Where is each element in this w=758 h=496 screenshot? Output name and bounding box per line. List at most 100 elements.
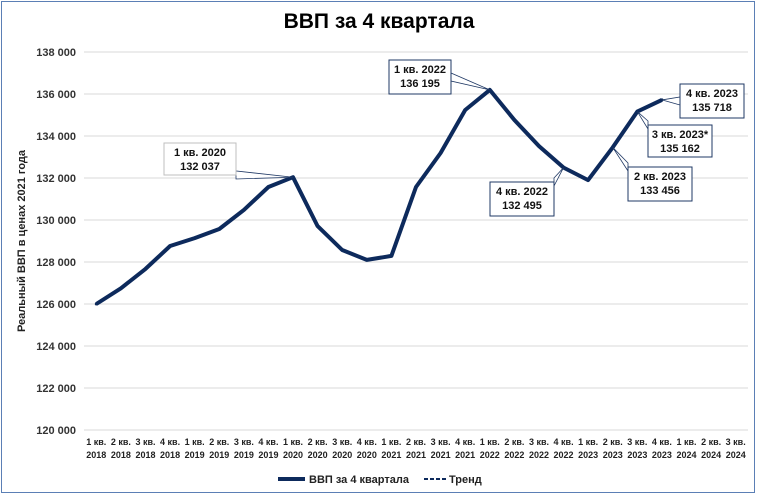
y-tick-label: 130 000 xyxy=(36,215,76,227)
y-axis-label: Реальный ВВП в ценах 2021 года xyxy=(16,149,28,332)
x-tick-label-quarter: 4 кв. xyxy=(357,437,377,447)
x-tick-label-year: 2023 xyxy=(578,450,598,460)
y-tick-label: 120 000 xyxy=(36,425,76,437)
callout-box xyxy=(163,142,237,176)
callout-pointer xyxy=(612,147,629,173)
data-point xyxy=(586,178,590,182)
data-point xyxy=(512,118,516,122)
legend-label-trend: Тренд xyxy=(449,474,482,486)
x-tick-label-year: 2024 xyxy=(677,450,697,460)
x-tick-label-year: 2018 xyxy=(160,450,180,460)
data-point xyxy=(389,254,393,258)
x-tick-label-quarter: 1 кв. xyxy=(480,437,500,447)
x-tick-label-year: 2018 xyxy=(135,450,155,460)
y-tick-label: 132 000 xyxy=(36,173,76,185)
x-tick-label-quarter: 3 кв. xyxy=(135,437,155,447)
x-tick-label-year: 2024 xyxy=(701,450,721,460)
x-tick-label-quarter: 1 кв. xyxy=(578,437,598,447)
callout-pointer xyxy=(661,96,681,106)
data-point xyxy=(537,144,541,148)
x-tick-label-quarter: 3 кв. xyxy=(726,437,746,447)
x-tick-label-year: 2022 xyxy=(529,450,549,460)
x-tick-label-quarter: 2 кв. xyxy=(701,437,721,447)
x-tick-label-quarter: 3 кв. xyxy=(529,437,549,447)
callout-label: 1 кв. 2020 xyxy=(174,147,226,159)
y-tick-label: 126 000 xyxy=(36,299,76,311)
callout-label: 1 кв. 2022 xyxy=(394,64,446,76)
series-line-gdp xyxy=(95,87,663,306)
y-tick-label: 128 000 xyxy=(36,257,76,269)
chart-title: ВВП за 4 квартала xyxy=(283,10,475,33)
x-tick-label-quarter: 3 кв. xyxy=(431,437,451,447)
x-tick-label-quarter: 4 кв. xyxy=(160,437,180,447)
data-point xyxy=(316,224,320,228)
x-tick-label-quarter: 2 кв. xyxy=(111,437,131,447)
callout-value: 135 718 xyxy=(692,102,732,114)
callout-box xyxy=(627,166,693,202)
callout-value: 135 162 xyxy=(660,143,700,155)
x-tick-label-year: 2022 xyxy=(504,450,524,460)
x-tick-label-year: 2022 xyxy=(554,450,574,460)
y-tick-label: 124 000 xyxy=(36,341,76,353)
data-point xyxy=(340,248,344,252)
x-tick-label-year: 2021 xyxy=(406,450,426,460)
data-point xyxy=(193,236,197,240)
x-tick-label-year: 2020 xyxy=(357,450,377,460)
x-tick-label-quarter: 4 кв. xyxy=(652,437,672,447)
callout-box xyxy=(647,124,713,158)
callout-value: 136 195 xyxy=(400,78,440,90)
x-tick-label-quarter: 3 кв. xyxy=(234,437,254,447)
y-tick-label: 138 000 xyxy=(36,47,76,59)
data-point xyxy=(94,302,98,306)
callout-value: 133 456 xyxy=(640,185,680,197)
callout-value: 132 037 xyxy=(180,161,220,173)
x-tick-label-year: 2022 xyxy=(480,450,500,460)
x-tick-label-quarter: 4 кв. xyxy=(258,437,278,447)
legend-label-gdp: ВВП за 4 квартала xyxy=(309,474,410,486)
y-tick-label: 136 000 xyxy=(36,89,76,101)
y-tick-label: 122 000 xyxy=(36,383,76,395)
callout-box xyxy=(489,181,555,217)
x-tick-label-year: 2019 xyxy=(185,450,205,460)
x-tick-label-year: 2018 xyxy=(111,450,131,460)
x-tick-label-quarter: 1 кв. xyxy=(86,437,106,447)
x-tick-label-quarter: 4 кв. xyxy=(455,437,475,447)
x-tick-label-year: 2024 xyxy=(726,450,746,460)
x-tick-label-year: 2023 xyxy=(603,450,623,460)
x-tick-label-year: 2023 xyxy=(627,450,647,460)
callout-box xyxy=(679,83,745,119)
x-tick-label-year: 2019 xyxy=(209,450,229,460)
data-point xyxy=(414,185,418,189)
callout-box xyxy=(388,59,452,95)
data-point xyxy=(439,151,443,155)
data-point xyxy=(365,258,369,262)
data-point xyxy=(168,244,172,248)
x-tick-label-year: 2021 xyxy=(381,450,401,460)
data-point xyxy=(242,208,246,212)
x-tick-label-year: 2021 xyxy=(431,450,451,460)
x-tick-label-year: 2019 xyxy=(258,450,278,460)
x-tick-label-quarter: 3 кв. xyxy=(627,437,647,447)
x-tick-label-year: 2021 xyxy=(455,450,475,460)
x-tick-label-quarter: 1 кв. xyxy=(381,437,401,447)
x-tick-label-year: 2018 xyxy=(86,450,106,460)
x-tick-label-year: 2019 xyxy=(234,450,254,460)
x-tick-label-year: 2020 xyxy=(332,450,352,460)
y-tick-label: 134 000 xyxy=(36,131,76,143)
x-tick-label-quarter: 1 кв. xyxy=(676,437,696,447)
callout-pointer xyxy=(636,111,649,131)
x-tick-label-year: 2023 xyxy=(652,450,672,460)
data-point xyxy=(266,185,270,189)
callout-pointer xyxy=(235,170,294,180)
x-tick-label-quarter: 3 кв. xyxy=(332,437,352,447)
x-tick-label-quarter: 1 кв. xyxy=(185,437,205,447)
callout-pointer xyxy=(553,167,564,187)
x-tick-label-quarter: 2 кв. xyxy=(406,437,426,447)
data-point xyxy=(143,267,147,271)
data-point xyxy=(217,227,221,231)
data-point xyxy=(463,108,467,112)
x-tick-label-year: 2020 xyxy=(283,450,303,460)
callout-label: 2 кв. 2023 xyxy=(634,171,686,183)
